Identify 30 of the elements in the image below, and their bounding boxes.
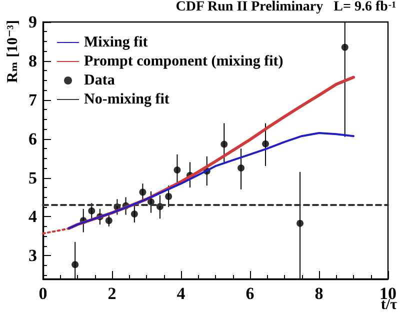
legend-label: No-mixing fit: [84, 92, 170, 108]
x-tick-label: 0: [38, 284, 48, 303]
y-tick-label: 5: [28, 168, 37, 188]
y-tick-label: 9: [28, 12, 37, 32]
point: [174, 166, 181, 174]
point: [341, 44, 348, 51]
legend-label: Data: [84, 72, 116, 88]
point: [88, 207, 96, 214]
point: [238, 164, 245, 172]
point: [165, 192, 172, 200]
x-tick-label: 8: [314, 284, 324, 303]
y-tick-label: 7: [28, 90, 38, 110]
point: [262, 140, 270, 148]
point: [220, 140, 228, 148]
point: [105, 217, 112, 224]
point: [72, 261, 79, 268]
y-axis-title: Rₘ [10⁻³]: [5, 20, 21, 83]
legend-label: Prompt component (mixing fit): [84, 54, 284, 70]
point: [130, 210, 138, 218]
x-tick-label: 6: [246, 284, 254, 303]
x-tick-label: 2: [108, 284, 116, 303]
y-tick-label: 4: [28, 207, 38, 226]
y-tick-label: 8: [28, 51, 37, 70]
x-tick-label: 4: [176, 284, 186, 303]
line-series: [68, 132, 354, 230]
y-tick-label: 6: [28, 129, 37, 148]
y-tick-label: 3: [28, 246, 37, 266]
point: [139, 188, 146, 196]
legend-label: Mixing fit: [84, 34, 148, 50]
point: [296, 220, 304, 227]
